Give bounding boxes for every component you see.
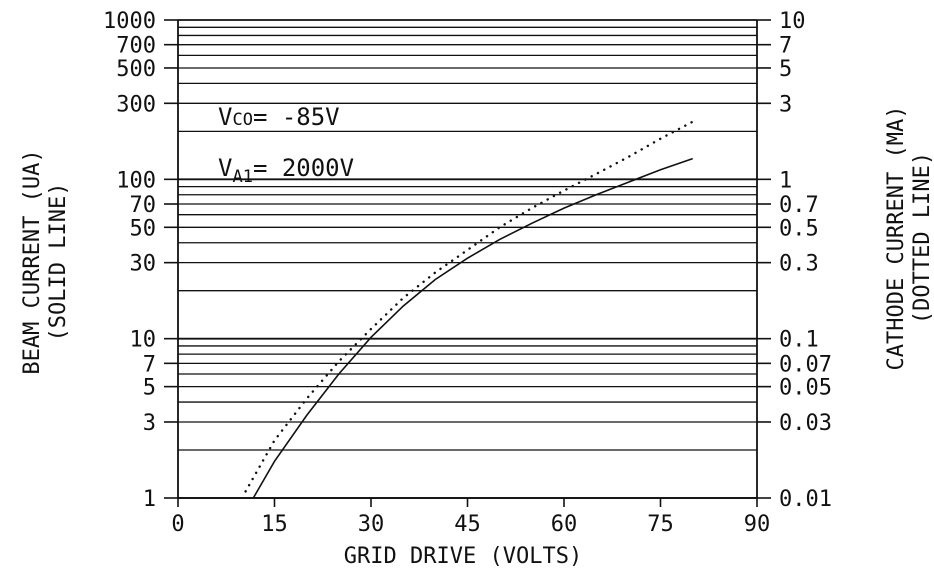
- left-tick-label: 50: [130, 216, 157, 241]
- right-tick-label: 0.03: [779, 411, 832, 436]
- right-tick-label: 5: [779, 57, 792, 82]
- right-tick-label: 0.5: [779, 216, 819, 241]
- right-tick-label: 0.7: [779, 193, 819, 218]
- right-axis-subtitle: (DOTTED LINE): [910, 152, 934, 324]
- left-tick-label: 1: [143, 487, 156, 512]
- x-axis-title: GRID DRIVE (VOLTS): [344, 544, 582, 569]
- left-axis-title: BEAM CURRENT (UA): [20, 149, 45, 374]
- right-tick-label: 0.05: [779, 376, 832, 401]
- left-tick-label: 100: [116, 168, 156, 193]
- left-tick-label: 300: [116, 92, 156, 117]
- right-tick-label: 1: [779, 168, 792, 193]
- beam-current-line: [253, 159, 692, 498]
- x-tick-label: 75: [647, 512, 674, 537]
- x-tick-label: 15: [261, 512, 288, 537]
- x-tick-label: 60: [551, 512, 578, 537]
- x-tick-label: 0: [171, 512, 184, 537]
- right-tick-label: 10: [779, 9, 806, 34]
- x-tick-label: 90: [744, 512, 771, 537]
- axes: [164, 20, 771, 507]
- left-tick-label: 1000: [103, 9, 156, 34]
- right-tick-label: 7: [779, 34, 792, 59]
- left-tick-label: 10: [130, 328, 157, 353]
- right-tick-label: 0.3: [779, 252, 819, 277]
- right-tick-label: 0.01: [779, 487, 832, 512]
- annotation-vco: VCO= -85V: [218, 103, 340, 131]
- left-tick-label: 7: [143, 352, 156, 377]
- left-tick-label: 30: [130, 252, 157, 277]
- left-tick-label: 500: [116, 57, 156, 82]
- x-tick-label: 45: [454, 512, 481, 537]
- left-tick-label: 700: [116, 34, 156, 59]
- left-tick-label: 3: [143, 411, 156, 436]
- x-tick-label: 30: [358, 512, 385, 537]
- left-tick-label: 70: [130, 193, 157, 218]
- right-tick-label: 3: [779, 92, 792, 117]
- tick-labels: 0 15 30 45 60 75 90135710305070100300500700100…: [103, 9, 832, 537]
- left-axis-subtitle: (SOLID LINE): [46, 183, 71, 342]
- annotation-va1: VA1= 2000V: [218, 154, 354, 187]
- right-axis-title: CATHODE CURRENT (MA): [884, 106, 909, 371]
- right-tick-label: 0.1: [779, 328, 819, 353]
- right-tick-label: 0.07: [779, 352, 832, 377]
- left-tick-label: 5: [143, 376, 156, 401]
